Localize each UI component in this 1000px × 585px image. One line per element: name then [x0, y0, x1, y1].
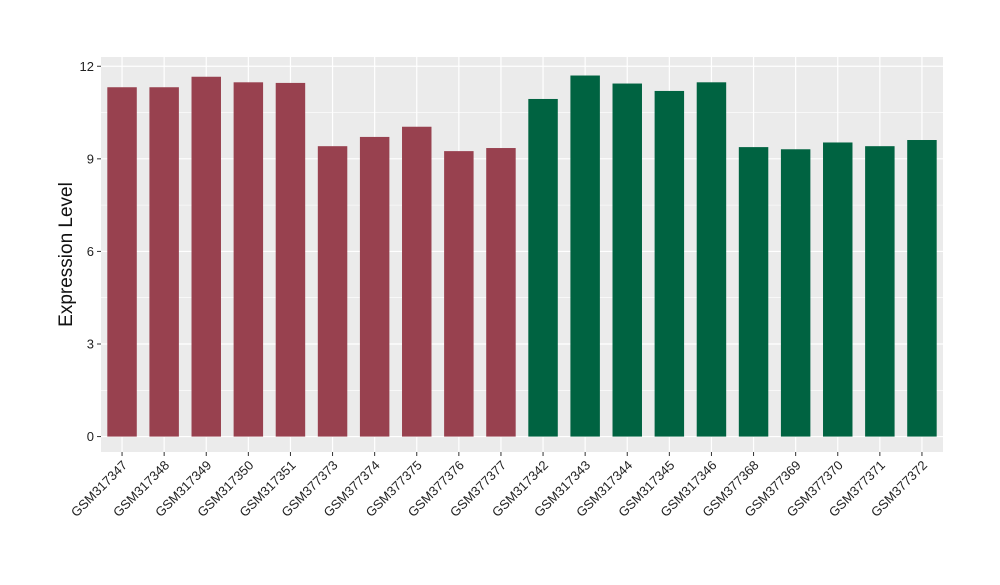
- bar: [275, 82, 306, 437]
- bar: [865, 146, 895, 437]
- bar: [780, 149, 811, 437]
- y-tick-label: 9: [87, 151, 94, 166]
- y-tick-label: 6: [87, 244, 94, 259]
- bar: [233, 82, 264, 437]
- bar: [107, 87, 137, 437]
- bar: [486, 148, 516, 437]
- bar: [907, 140, 937, 437]
- bar: [696, 82, 727, 437]
- bar: [402, 126, 432, 437]
- y-axis-label: Expression Level: [56, 182, 77, 327]
- y-tick-label: 0: [87, 429, 94, 444]
- x-axis: GSM317347GSM317348GSM317349GSM317350GSM3…: [68, 452, 930, 520]
- bar: [444, 151, 474, 437]
- bar: [149, 87, 179, 437]
- bar: [191, 76, 221, 437]
- bar: [570, 75, 600, 437]
- bars: [107, 75, 937, 437]
- bar: [738, 147, 769, 437]
- bar: [317, 146, 348, 437]
- y-tick-label: 3: [87, 336, 94, 351]
- bar: [612, 83, 642, 437]
- bar: [823, 142, 853, 437]
- bar: [359, 136, 390, 437]
- bar: [654, 90, 685, 437]
- bar: [528, 98, 558, 437]
- y-axis: 0 3 6 9 12: [80, 59, 101, 444]
- plot-panel: [101, 57, 943, 452]
- y-tick-label: 12: [80, 59, 94, 74]
